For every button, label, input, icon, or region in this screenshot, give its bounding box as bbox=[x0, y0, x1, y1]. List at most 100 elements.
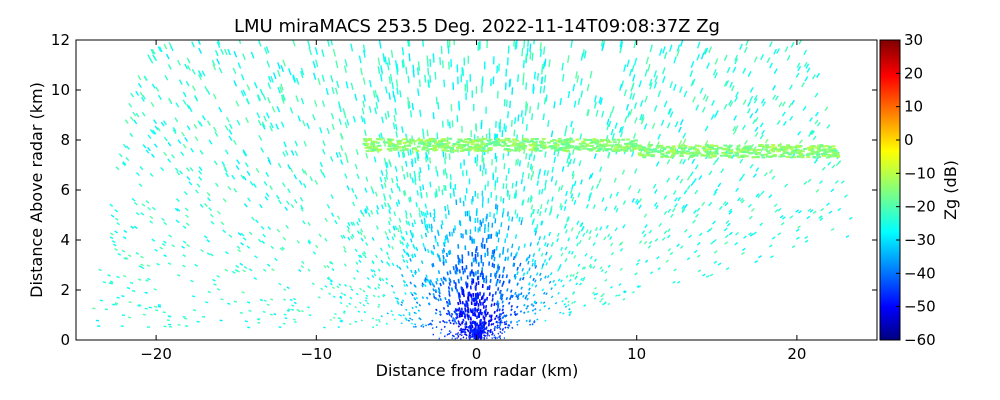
reflectivity-dash bbox=[611, 132, 615, 140]
reflectivity-dash bbox=[402, 151, 406, 158]
reflectivity-dash bbox=[403, 283, 406, 288]
reflectivity-dash bbox=[618, 126, 623, 133]
reflectivity-dash bbox=[554, 180, 558, 186]
reflectivity-dash bbox=[658, 222, 662, 227]
reflectivity-dash bbox=[428, 157, 432, 164]
reflectivity-dash bbox=[624, 116, 628, 123]
reflectivity-dash bbox=[389, 216, 392, 222]
reflectivity-dash bbox=[424, 74, 427, 83]
reflectivity-dash bbox=[801, 82, 805, 88]
reflectivity-dash bbox=[455, 316, 458, 320]
reflectivity-dash bbox=[416, 190, 419, 196]
reflectivity-dash bbox=[458, 293, 461, 298]
reflectivity-dash bbox=[673, 56, 677, 64]
reflectivity-dash bbox=[498, 313, 501, 316]
reflectivity-dash bbox=[181, 131, 186, 137]
reflectivity-dash bbox=[778, 102, 783, 108]
reflectivity-dash bbox=[387, 57, 391, 66]
reflectivity-dash bbox=[537, 173, 540, 180]
reflectivity-dash bbox=[443, 242, 446, 247]
reflectivity-dash bbox=[534, 307, 537, 311]
reflectivity-dash bbox=[380, 315, 383, 318]
reflectivity-dash bbox=[384, 231, 388, 236]
reflectivity-dash bbox=[818, 215, 823, 219]
reflectivity-dash bbox=[533, 154, 536, 161]
reflectivity-dash bbox=[125, 156, 130, 162]
reflectivity-dash bbox=[300, 67, 305, 76]
reflectivity-dash bbox=[501, 332, 504, 335]
reflectivity-dash bbox=[192, 85, 196, 92]
reflectivity-dash bbox=[381, 116, 384, 124]
reflectivity-dash bbox=[457, 332, 460, 335]
reflectivity-dash bbox=[297, 115, 301, 122]
reflectivity-dash bbox=[478, 331, 481, 334]
reflectivity-dash bbox=[155, 86, 160, 92]
reflectivity-dash bbox=[409, 229, 413, 235]
reflectivity-dash bbox=[352, 221, 356, 226]
reflectivity-dash bbox=[167, 262, 172, 266]
reflectivity-dash bbox=[569, 273, 573, 278]
reflectivity-dash bbox=[534, 312, 537, 315]
reflectivity-dash bbox=[570, 40, 573, 48]
reflectivity-dash bbox=[300, 70, 304, 79]
reflectivity-dash bbox=[154, 248, 158, 252]
reflectivity-dash bbox=[412, 243, 415, 248]
reflectivity-dash bbox=[431, 327, 434, 330]
reflectivity-dash bbox=[463, 312, 466, 316]
reflectivity-dash bbox=[512, 255, 516, 261]
reflectivity-dash bbox=[291, 304, 295, 307]
reflectivity-dash bbox=[300, 207, 304, 212]
reflectivity-dash bbox=[635, 262, 640, 266]
reflectivity-dash bbox=[406, 252, 410, 257]
reflectivity-dash bbox=[309, 176, 313, 182]
reflectivity-dash bbox=[361, 107, 365, 115]
reflectivity-dash bbox=[531, 52, 534, 61]
reflectivity-dash bbox=[610, 251, 615, 256]
reflectivity-dash bbox=[149, 128, 154, 134]
reflectivity-dash bbox=[405, 66, 408, 75]
reflectivity-dash bbox=[201, 70, 206, 77]
reflectivity-dash bbox=[660, 119, 665, 126]
reflectivity-dash bbox=[581, 225, 585, 231]
reflectivity-dash bbox=[786, 55, 791, 61]
reflectivity-dash bbox=[604, 278, 608, 282]
reflectivity-dash bbox=[271, 106, 276, 113]
reflectivity-dash bbox=[579, 133, 583, 140]
reflectivity-dash bbox=[289, 167, 294, 173]
reflectivity-dash bbox=[732, 66, 737, 73]
reflectivity-dash bbox=[571, 184, 574, 190]
reflectivity-dash bbox=[451, 231, 454, 237]
reflectivity-dash bbox=[378, 278, 382, 282]
reflectivity-dash bbox=[414, 292, 418, 296]
reflectivity-dash bbox=[149, 172, 154, 177]
reflectivity-dash bbox=[643, 123, 648, 130]
reflectivity-dash bbox=[804, 76, 809, 82]
reflectivity-dash bbox=[338, 317, 342, 320]
reflectivity-dash bbox=[116, 296, 120, 299]
reflectivity-dash bbox=[651, 122, 656, 130]
reflectivity-dash bbox=[693, 209, 697, 214]
reflectivity-dash bbox=[577, 97, 581, 105]
reflectivity-dash bbox=[253, 277, 258, 280]
reflectivity-dash bbox=[163, 240, 167, 244]
reflectivity-dash bbox=[743, 235, 747, 239]
reflectivity-dash bbox=[212, 93, 217, 100]
reflectivity-dash bbox=[508, 216, 511, 222]
reflectivity-dash bbox=[211, 59, 216, 66]
reflectivity-dash bbox=[436, 277, 439, 282]
reflectivity-dash bbox=[546, 243, 549, 248]
reflectivity-dash bbox=[536, 180, 539, 186]
reflectivity-dash bbox=[291, 308, 294, 311]
reflectivity-dash bbox=[507, 225, 510, 231]
reflectivity-dash bbox=[442, 276, 446, 281]
reflectivity-dash bbox=[679, 158, 683, 165]
reflectivity-dash bbox=[265, 46, 270, 54]
reflectivity-dash bbox=[401, 241, 405, 246]
reflectivity-dash bbox=[372, 294, 376, 298]
reflectivity-dash bbox=[735, 231, 739, 236]
reflectivity-dash bbox=[288, 68, 292, 76]
reflectivity-dash bbox=[480, 332, 483, 336]
reflectivity-dash bbox=[418, 171, 421, 178]
reflectivity-dash bbox=[437, 231, 440, 236]
reflectivity-dash bbox=[307, 240, 311, 245]
